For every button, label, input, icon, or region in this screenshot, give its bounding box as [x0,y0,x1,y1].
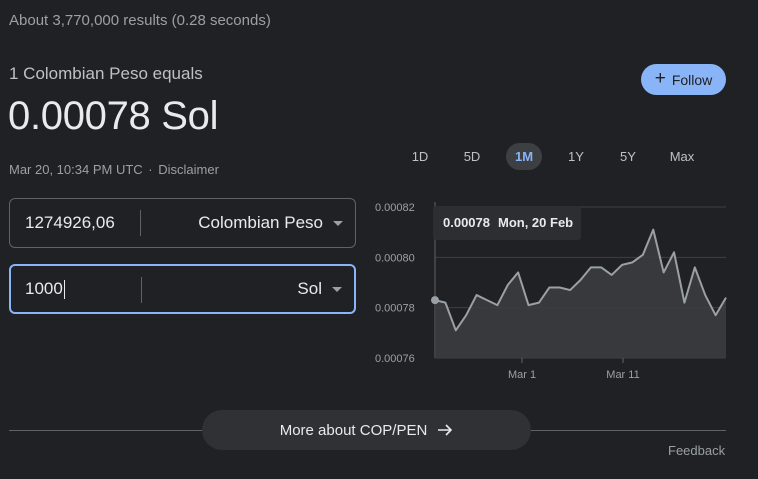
range-button-1d[interactable]: 1D [411,149,429,164]
to-currency-label: Sol [297,279,322,298]
divider-left [9,430,203,431]
chart-area-fill [435,229,726,358]
conversion-result: 0.00078 Sol [8,94,219,138]
from-currency-field: 1274926,06 Colombian Peso [9,198,356,248]
from-amount-input[interactable]: 1274926,06 [25,199,140,247]
arrow-right-icon [438,424,453,436]
exchange-rate-chart: 0.00082 0.00080 0.00078 0.00076 Mar 1 Mar 11 0… [375,202,727,381]
range-button-max[interactable]: Max [669,149,695,164]
tooltip-box [433,206,581,240]
from-amount-value: 1274926,06 [25,213,115,232]
text-caret [63,279,65,299]
range-button-5y[interactable]: 5Y [620,149,636,164]
to-amount-value: 1000 [25,279,63,298]
field-divider [140,210,141,236]
from-currency-label: Colombian Peso [198,213,323,232]
tooltip-date: Mon, 20 Feb [498,215,573,230]
follow-label: Follow [671,71,713,88]
feedback-link[interactable]: Feedback [668,443,726,458]
meta-separator: · [148,162,153,177]
more-about-label: More about COP/PEN [279,421,428,439]
range-button-5d[interactable]: 5D [463,149,481,164]
results-stats: About 3,770,000 results (0.28 seconds) [9,12,271,29]
dropdown-arrow-icon [333,220,343,226]
chart-line [434,228,727,332]
to-currency-field: 1000 Sol [9,264,356,314]
divider-right [531,430,726,431]
tooltip-value: 0.00078 [443,215,490,230]
y-tick-label: 0.00080 [375,252,415,264]
follow-button[interactable]: + Follow [641,64,726,95]
range-button-1m[interactable]: 1M [506,143,542,170]
y-tick-label: 0.00082 [375,202,415,214]
disclaimer-link[interactable]: Disclaimer [158,162,219,177]
to-currency-select[interactable]: Sol [297,266,342,312]
dropdown-arrow-icon [332,286,342,292]
more-about-button[interactable]: More about COP/PEN [202,410,531,450]
plus-icon: + [654,68,666,89]
from-currency-select[interactable]: Colombian Peso [198,199,343,247]
x-tick-label: Mar 1 [508,369,536,381]
conversion-label: 1 Colombian Peso equals [9,64,203,83]
conversion-meta: Mar 20, 10:34 PM UTC · Disclaimer [9,162,219,177]
x-tick-label: Mar 11 [606,369,639,381]
y-tick-label: 0.00076 [375,353,415,365]
range-button-1y[interactable]: 1Y [568,149,584,164]
hover-point [431,296,439,305]
to-amount-input[interactable]: 1000 [25,266,140,312]
timestamp: Mar 20, 10:34 PM UTC [9,162,143,177]
field-divider [141,277,142,303]
y-tick-label: 0.00078 [375,303,415,315]
